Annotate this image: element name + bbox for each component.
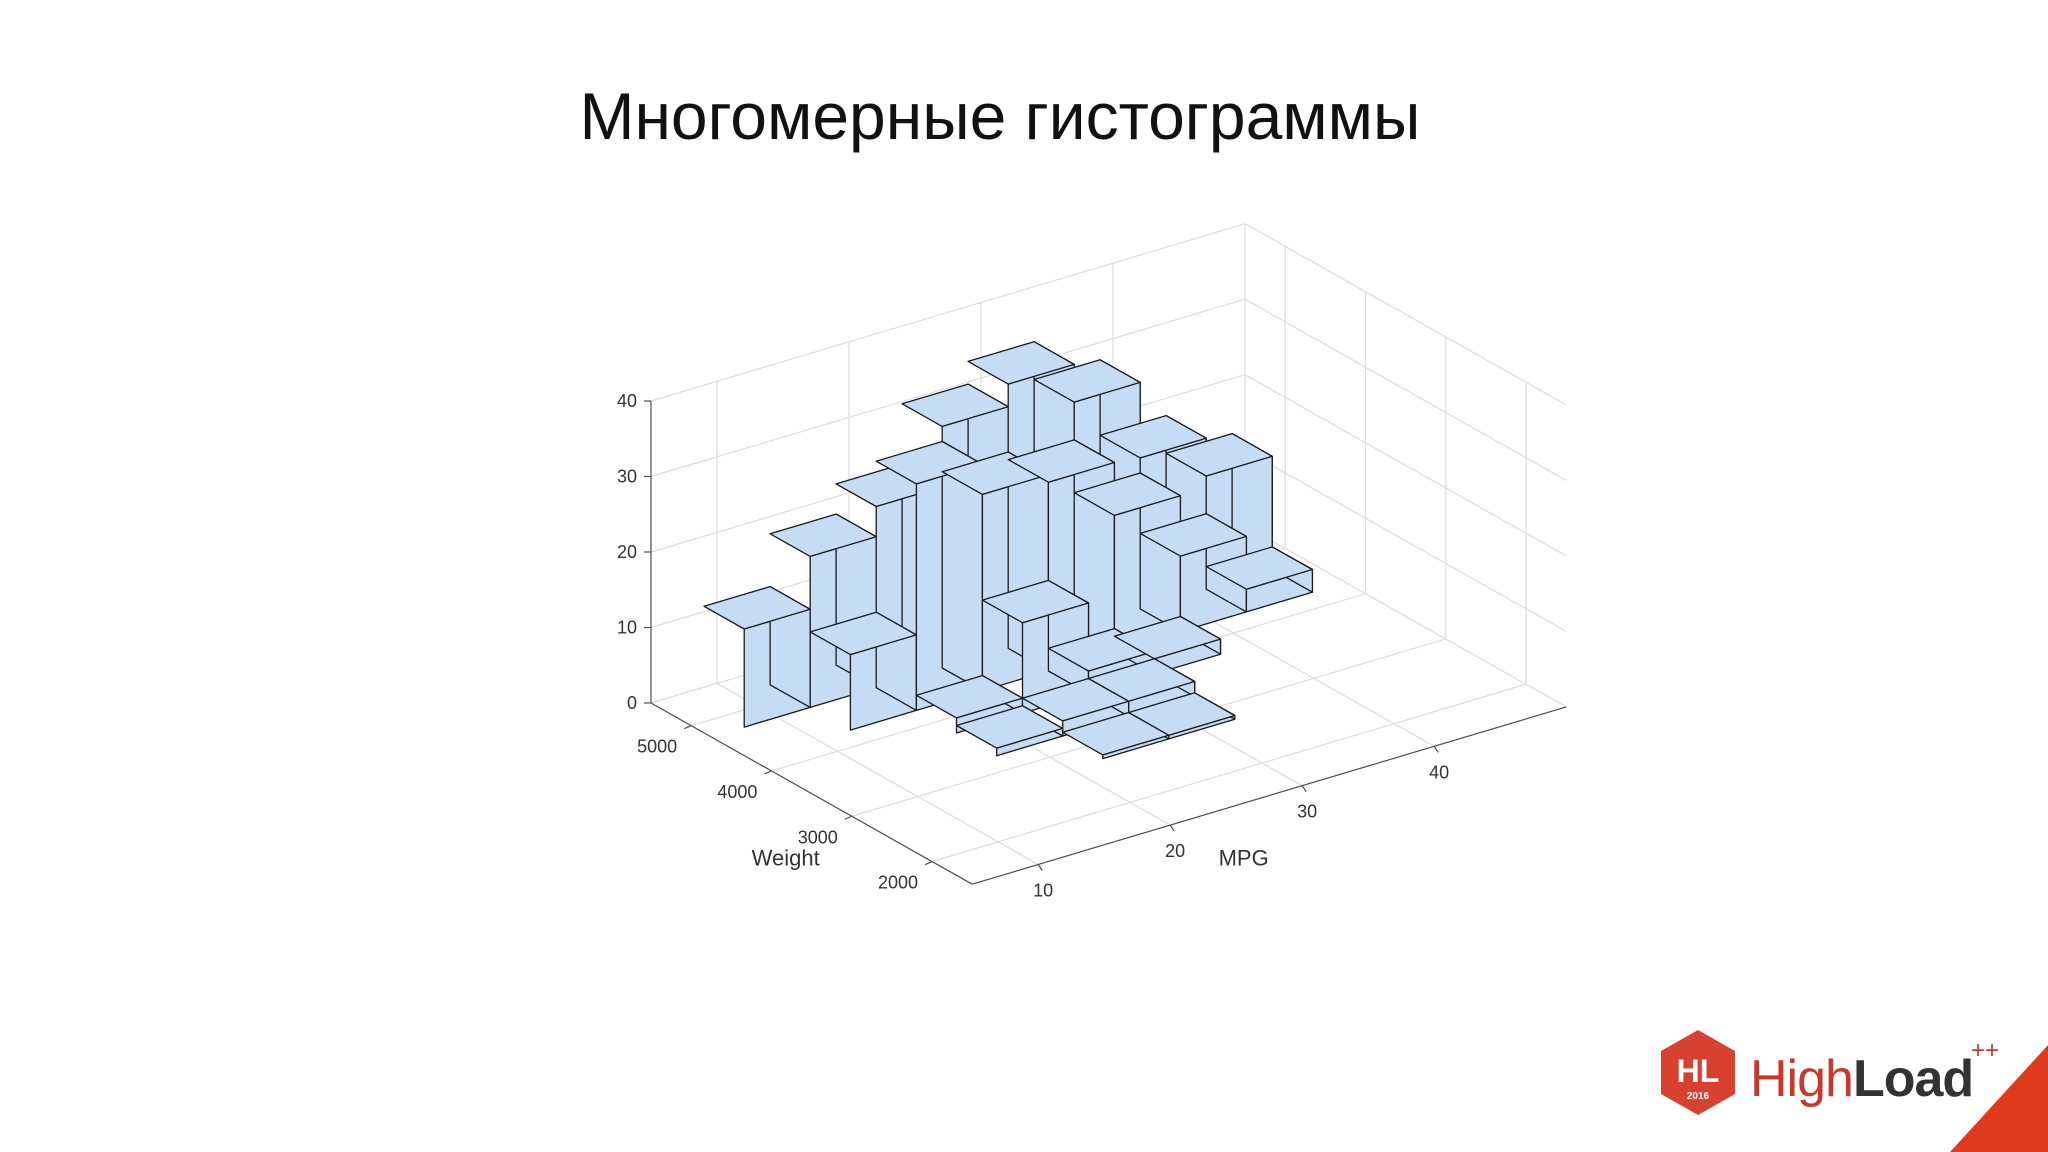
gridline-z-side [1244, 298, 1567, 481]
bar-top-face [901, 383, 1009, 428]
bar-top-face [703, 585, 811, 630]
gridline-z-back [650, 223, 1246, 402]
bar-top-face [1073, 472, 1182, 517]
x-tick-label: 30 [1297, 802, 1317, 822]
y-tick-label: 2000 [878, 873, 918, 893]
gridline-z-side [1244, 449, 1567, 632]
y-axis-line [650, 702, 973, 885]
bar-top-face [1205, 546, 1314, 590]
bar-top-face [981, 579, 1090, 624]
histogram-bar [703, 585, 811, 728]
x-axis-line [972, 706, 1567, 885]
z-tick-label: 40 [617, 391, 637, 411]
histogram-bar [875, 440, 984, 712]
y-tick-label: 4000 [717, 782, 757, 802]
y-axis-title: Weight [752, 846, 820, 871]
histogram-bar [1087, 658, 1196, 717]
chart-bars [703, 341, 1314, 760]
histogram-bar [955, 705, 1064, 757]
x-tick-label: 10 [1033, 881, 1053, 901]
histogram-bar [1128, 692, 1236, 740]
z-tick-label: 10 [617, 618, 637, 638]
gridline-z-side [1244, 223, 1567, 406]
x-tick-label: 20 [1165, 841, 1185, 861]
x-tick-label: 40 [1429, 762, 1449, 782]
bar-top-face [769, 513, 877, 558]
gridline-y-floor [931, 683, 1527, 863]
z-tick-label: 30 [617, 467, 637, 487]
gridline-z-back [650, 298, 1246, 478]
logo-text-light: High [1750, 1050, 1854, 1108]
histogram-bar [1113, 615, 1222, 675]
bar-top-face [1087, 658, 1196, 702]
z-tick-label: 0 [627, 693, 637, 713]
bar-top-face [967, 341, 1075, 385]
badge-year: 2016 [1687, 1091, 1710, 1102]
y-tick [764, 770, 772, 775]
logo-superscript: ++ [1971, 1037, 2000, 1064]
gridline-z-side [1244, 525, 1567, 708]
slide-title: Многомерные гистограммы [579, 79, 1421, 153]
logo-text-bold: Load [1852, 1050, 1974, 1108]
bar-top-face [1128, 692, 1236, 736]
chart-labels: 0 10 20 30 40 2000 3000 4000 5000 10 20 30 40 Weight M… [617, 391, 1449, 901]
bar-top-face [1139, 513, 1248, 557]
x-tick [1169, 824, 1175, 832]
bar-top-face [1113, 615, 1222, 660]
x-tick [1301, 785, 1307, 793]
y-tick [844, 815, 852, 820]
gridline-z-side [1244, 374, 1567, 557]
bar-top-face [1007, 439, 1116, 483]
y-tick-label: 3000 [798, 827, 838, 847]
highload-logo: HL 2016 HighLoad ++ [1655, 1025, 2048, 1152]
z-tick-label: 20 [617, 542, 637, 562]
histogram-bar [1205, 546, 1314, 613]
chart-axes [644, 400, 1567, 885]
x-axis-title: MPG [1219, 846, 1269, 871]
y-tick-label: 5000 [637, 737, 677, 757]
bar-top-face [955, 705, 1064, 749]
bar-top-face [809, 611, 918, 656]
bar-top-face [1165, 432, 1273, 477]
logo-wordmark: HighLoad [1750, 1049, 1974, 1109]
x-tick [1037, 864, 1043, 871]
corner-triangle [1950, 1045, 2048, 1152]
bar-top-face [1099, 414, 1207, 459]
badge-text: HL [1677, 1053, 1720, 1089]
bar-top-face [915, 674, 1024, 719]
bar-top-face [1033, 359, 1141, 403]
hex-badge [1661, 1030, 1735, 1115]
x-tick [1433, 745, 1439, 753]
y-tick [683, 725, 692, 730]
histogram-bar [809, 611, 918, 731]
y-tick [924, 860, 933, 866]
